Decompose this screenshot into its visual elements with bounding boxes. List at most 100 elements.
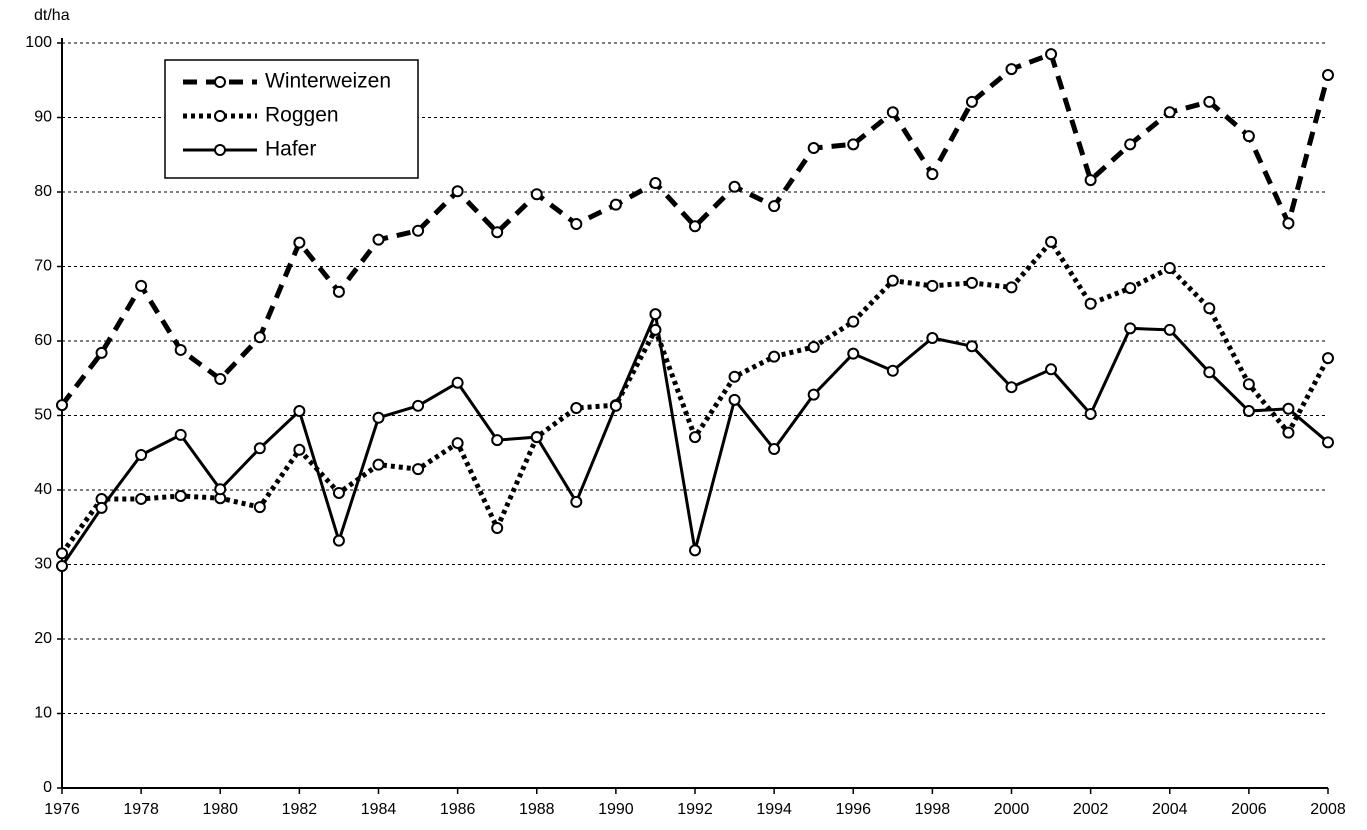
- point: [965, 276, 978, 289]
- point: [1084, 297, 1097, 310]
- x-tick-label: 1996: [835, 801, 871, 818]
- point: [1045, 48, 1058, 61]
- point: [570, 495, 583, 508]
- point: [253, 501, 266, 514]
- point: [1084, 174, 1097, 187]
- x-tick-label: 1988: [519, 801, 555, 818]
- series-line: [60, 50, 1331, 407]
- point: [1282, 426, 1295, 439]
- x-tick-label: 1990: [598, 801, 634, 818]
- x-tick-label: 1978: [123, 801, 159, 818]
- point: [847, 138, 860, 151]
- point: [1084, 408, 1097, 421]
- y-tick-label: 70: [34, 258, 52, 275]
- point: [1322, 436, 1334, 449]
- x-tick-label: 1982: [282, 801, 318, 818]
- point: [689, 220, 701, 233]
- legend-label: Roggen: [265, 104, 339, 127]
- y-tick-label: 80: [34, 183, 52, 200]
- point: [412, 399, 425, 412]
- point: [174, 489, 187, 502]
- point: [1203, 95, 1216, 108]
- point: [728, 180, 741, 193]
- point: [886, 364, 899, 377]
- point: [807, 388, 820, 401]
- point: [1282, 402, 1295, 415]
- point: [1322, 352, 1334, 365]
- point: [570, 402, 583, 415]
- y-unit: dt/ha: [34, 7, 70, 24]
- point: [768, 443, 781, 456]
- legend-marker: [214, 144, 226, 156]
- point: [135, 448, 148, 461]
- point: [886, 106, 899, 119]
- point: [293, 443, 306, 456]
- point: [1163, 323, 1176, 336]
- point: [847, 347, 860, 360]
- y-tick-label: 100: [25, 34, 52, 51]
- point: [491, 226, 504, 239]
- point: [253, 331, 266, 344]
- point: [372, 411, 385, 424]
- point: [649, 323, 662, 336]
- point: [1045, 235, 1058, 248]
- x-tick-label: 1980: [202, 801, 238, 818]
- x-tick-label: 2008: [1310, 801, 1346, 818]
- legend-marker: [214, 76, 226, 88]
- point: [1322, 69, 1334, 82]
- point: [926, 168, 939, 181]
- y-tick-label: 20: [34, 630, 52, 647]
- y-tick-label: 60: [34, 332, 52, 349]
- point: [56, 547, 68, 560]
- point: [1005, 381, 1018, 394]
- x-tick-label: 2004: [1152, 801, 1188, 818]
- point: [372, 233, 385, 246]
- point: [372, 458, 385, 471]
- point: [1124, 282, 1137, 295]
- series-line: [59, 237, 1331, 555]
- x-tick-label: 2006: [1231, 801, 1267, 818]
- y-tick-label: 0: [43, 779, 52, 796]
- point: [1045, 363, 1058, 376]
- point: [728, 393, 741, 406]
- point: [135, 279, 148, 292]
- x-tick-label: 1976: [44, 801, 80, 818]
- y-tick-label: 30: [34, 556, 52, 573]
- point: [491, 434, 504, 447]
- point: [412, 224, 425, 237]
- point: [451, 185, 464, 198]
- point: [412, 463, 425, 476]
- point: [332, 534, 345, 547]
- point: [1242, 405, 1255, 418]
- point: [1203, 302, 1216, 315]
- x-tick-label: 1998: [915, 801, 951, 818]
- legend-label: Winterweizen: [265, 70, 391, 93]
- point: [609, 198, 622, 211]
- point: [807, 142, 820, 155]
- point: [253, 442, 266, 455]
- point: [491, 521, 504, 534]
- point: [530, 431, 543, 444]
- y-tick-label: 40: [34, 481, 52, 498]
- point: [886, 274, 899, 287]
- y-tick-label: 90: [34, 109, 52, 126]
- point: [807, 340, 820, 353]
- point: [728, 370, 741, 383]
- point: [1163, 106, 1176, 119]
- point: [56, 399, 68, 412]
- point: [1163, 261, 1176, 274]
- legend-marker: [214, 110, 226, 122]
- point: [768, 200, 781, 213]
- x-tick-label: 1986: [440, 801, 476, 818]
- point: [174, 428, 187, 441]
- point: [965, 340, 978, 353]
- point: [689, 544, 701, 557]
- point: [1124, 138, 1137, 151]
- y-tick-label: 50: [34, 407, 52, 424]
- point: [451, 437, 464, 450]
- point: [768, 350, 781, 363]
- point: [332, 285, 345, 298]
- point: [965, 95, 978, 108]
- point: [451, 376, 464, 389]
